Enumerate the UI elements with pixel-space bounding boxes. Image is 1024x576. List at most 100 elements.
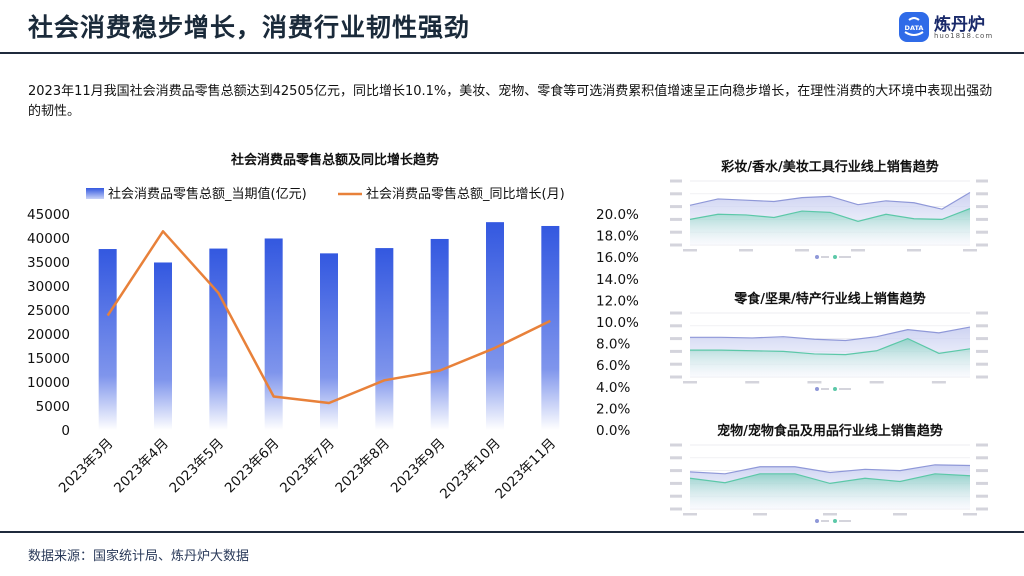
right-tick-label: 10.0% (596, 315, 639, 331)
y-tick-mark (976, 179, 988, 183)
legend-dot-2 (833, 519, 837, 523)
area-line-2 (689, 473, 971, 485)
x-tick-mark (893, 513, 907, 516)
x-tick-mark (931, 381, 946, 384)
bar (430, 238, 449, 430)
y-tick-mark (976, 192, 988, 196)
area-series-2 (690, 473, 970, 509)
mini-chart-3-title: 宠物/宠物食品及用品行业线上销售趋势 (717, 424, 943, 439)
legend-mark-2 (839, 520, 851, 522)
x-tick-label: 2023年4月 (111, 436, 172, 497)
y-tick-mark (670, 311, 682, 315)
legend-dot-1 (815, 387, 819, 391)
legend-dot-1 (815, 255, 819, 259)
y-tick-mark (670, 337, 682, 341)
x-tick-mark (683, 381, 697, 384)
legend-dot-1 (815, 519, 819, 523)
legend-mark-2 (839, 388, 851, 390)
bar (375, 248, 394, 430)
y-tick-mark (670, 179, 682, 183)
left-tick-label: 0 (61, 423, 70, 439)
y-tick-mark (670, 481, 682, 485)
legend-bar-swatch (86, 188, 104, 199)
x-tick-label: 2023年8月 (332, 436, 393, 497)
y-tick-mark (670, 217, 682, 221)
x-tick-label: 2023年7月 (277, 436, 338, 497)
x-tick-mark (851, 249, 865, 252)
y-tick-mark (976, 494, 988, 498)
y-tick-mark (670, 375, 682, 379)
x-tick-mark (963, 249, 977, 252)
mini-chart-pets (670, 443, 988, 523)
right-tick-label: 16.0% (596, 250, 639, 266)
page-title: 社会消费稳步增长，消费行业韧性强劲 (28, 13, 471, 42)
left-tick-label: 25000 (27, 303, 70, 319)
x-tick-mark (907, 249, 921, 252)
main-chart-title: 社会消费品零售总额及同比增长趋势 (230, 153, 439, 168)
mini-chart-2-title: 零食/坚果/特产行业线上销售趋势 (734, 292, 926, 307)
right-tick-label: 12.0% (596, 293, 639, 309)
y-tick-mark (670, 349, 682, 353)
right-tick-label: 2.0% (596, 401, 630, 417)
x-tick-mark (753, 513, 767, 516)
y-tick-mark (976, 337, 988, 341)
bar (486, 222, 504, 430)
right-tick-label: 8.0% (596, 337, 630, 353)
x-tick-mark (963, 513, 977, 516)
legend-dot-2 (833, 387, 837, 391)
left-tick-label: 40000 (27, 231, 70, 247)
y-tick-mark (670, 205, 682, 209)
y-tick-mark (670, 362, 682, 366)
area-line-1 (689, 464, 971, 475)
y-tick-mark (976, 230, 988, 234)
y-tick-mark (976, 375, 988, 379)
left-tick-label: 15000 (27, 351, 70, 367)
left-tick-label: 10000 (27, 375, 70, 391)
left-tick-label: 45000 (27, 207, 70, 223)
x-tick-mark (683, 249, 697, 252)
right-tick-label: 18.0% (596, 229, 639, 245)
area-line-2 (689, 207, 971, 222)
data-source: 数据来源：国家统计局、炼丹炉大数据 (28, 549, 250, 564)
y-tick-mark (976, 217, 988, 221)
bar (320, 253, 338, 430)
y-tick-mark (670, 456, 682, 460)
summary-text: 2023年11月我国社会消费品零售总额达到42505亿元，同比增长10.1%，美… (28, 84, 993, 119)
area-series-2 (690, 208, 970, 245)
left-tick-label: 5000 (36, 399, 70, 415)
area-line-1 (690, 326, 971, 342)
right-tick-label: 20.0% (596, 207, 639, 223)
x-tick-mark (739, 249, 753, 252)
brand-logo-icon: DATA (899, 12, 929, 42)
x-tick-label: 2023年9月 (388, 436, 449, 497)
y-tick-mark (976, 205, 988, 209)
right-tick-label: 6.0% (596, 358, 630, 374)
main-chart: 社会消费品零售总额_当期值(亿元) 社会消费品零售总额_同比增长(月) 45000 4… (27, 186, 639, 502)
legend-line-label: 社会消费品零售总额_同比增长(月) (366, 186, 565, 202)
y-tick-mark (976, 443, 988, 447)
y-tick-mark (976, 456, 988, 460)
y-tick-mark (670, 192, 682, 196)
area-series-2 (690, 338, 970, 377)
y-tick-mark (976, 481, 988, 485)
bar (98, 249, 117, 430)
x-tick-mark (745, 381, 760, 384)
y-tick-mark (670, 443, 682, 447)
y-tick-mark (976, 507, 988, 511)
legend-mark-1 (821, 520, 829, 522)
y-tick-mark (670, 230, 682, 234)
legend-mark-1 (821, 256, 829, 258)
area-line-2 (690, 337, 971, 356)
area-line-1 (689, 192, 971, 210)
brand-logo-text: DATA (905, 24, 924, 32)
x-tick-mark (795, 249, 809, 252)
bar (209, 248, 228, 430)
growth-line (106, 230, 551, 405)
legend-dot-2 (833, 255, 837, 259)
right-tick-label: 4.0% (596, 380, 630, 396)
brand-name: 炼丹炉 (934, 15, 985, 35)
x-tick-mark (823, 513, 837, 516)
legend-mark-2 (839, 256, 851, 258)
mini-chart-snacks (670, 311, 988, 391)
y-tick-mark (670, 243, 682, 247)
